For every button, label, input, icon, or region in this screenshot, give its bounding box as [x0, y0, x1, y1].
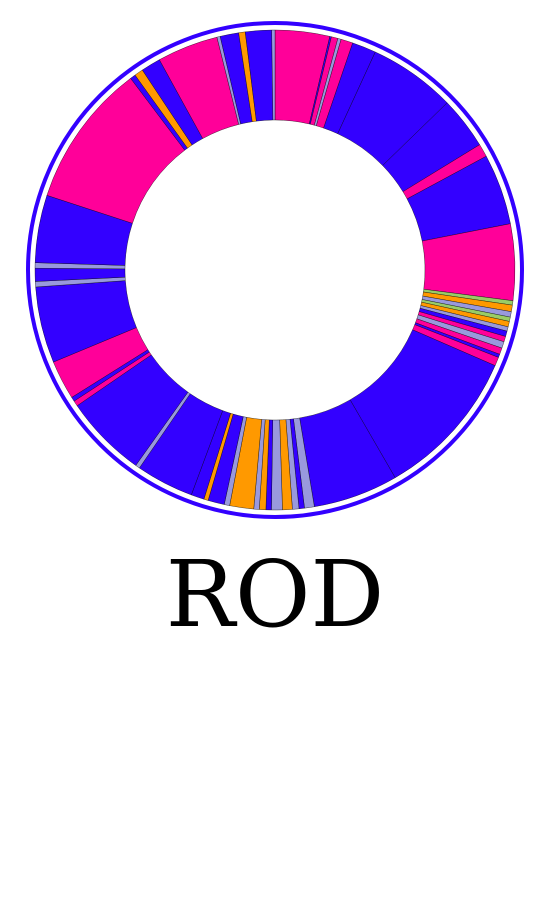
donut-slices: [34, 29, 516, 511]
donut-slice-58: [271, 29, 276, 121]
donut-chart: [26, 21, 524, 519]
outer-ring: [26, 21, 524, 519]
chart-title: ROD: [165, 541, 385, 648]
